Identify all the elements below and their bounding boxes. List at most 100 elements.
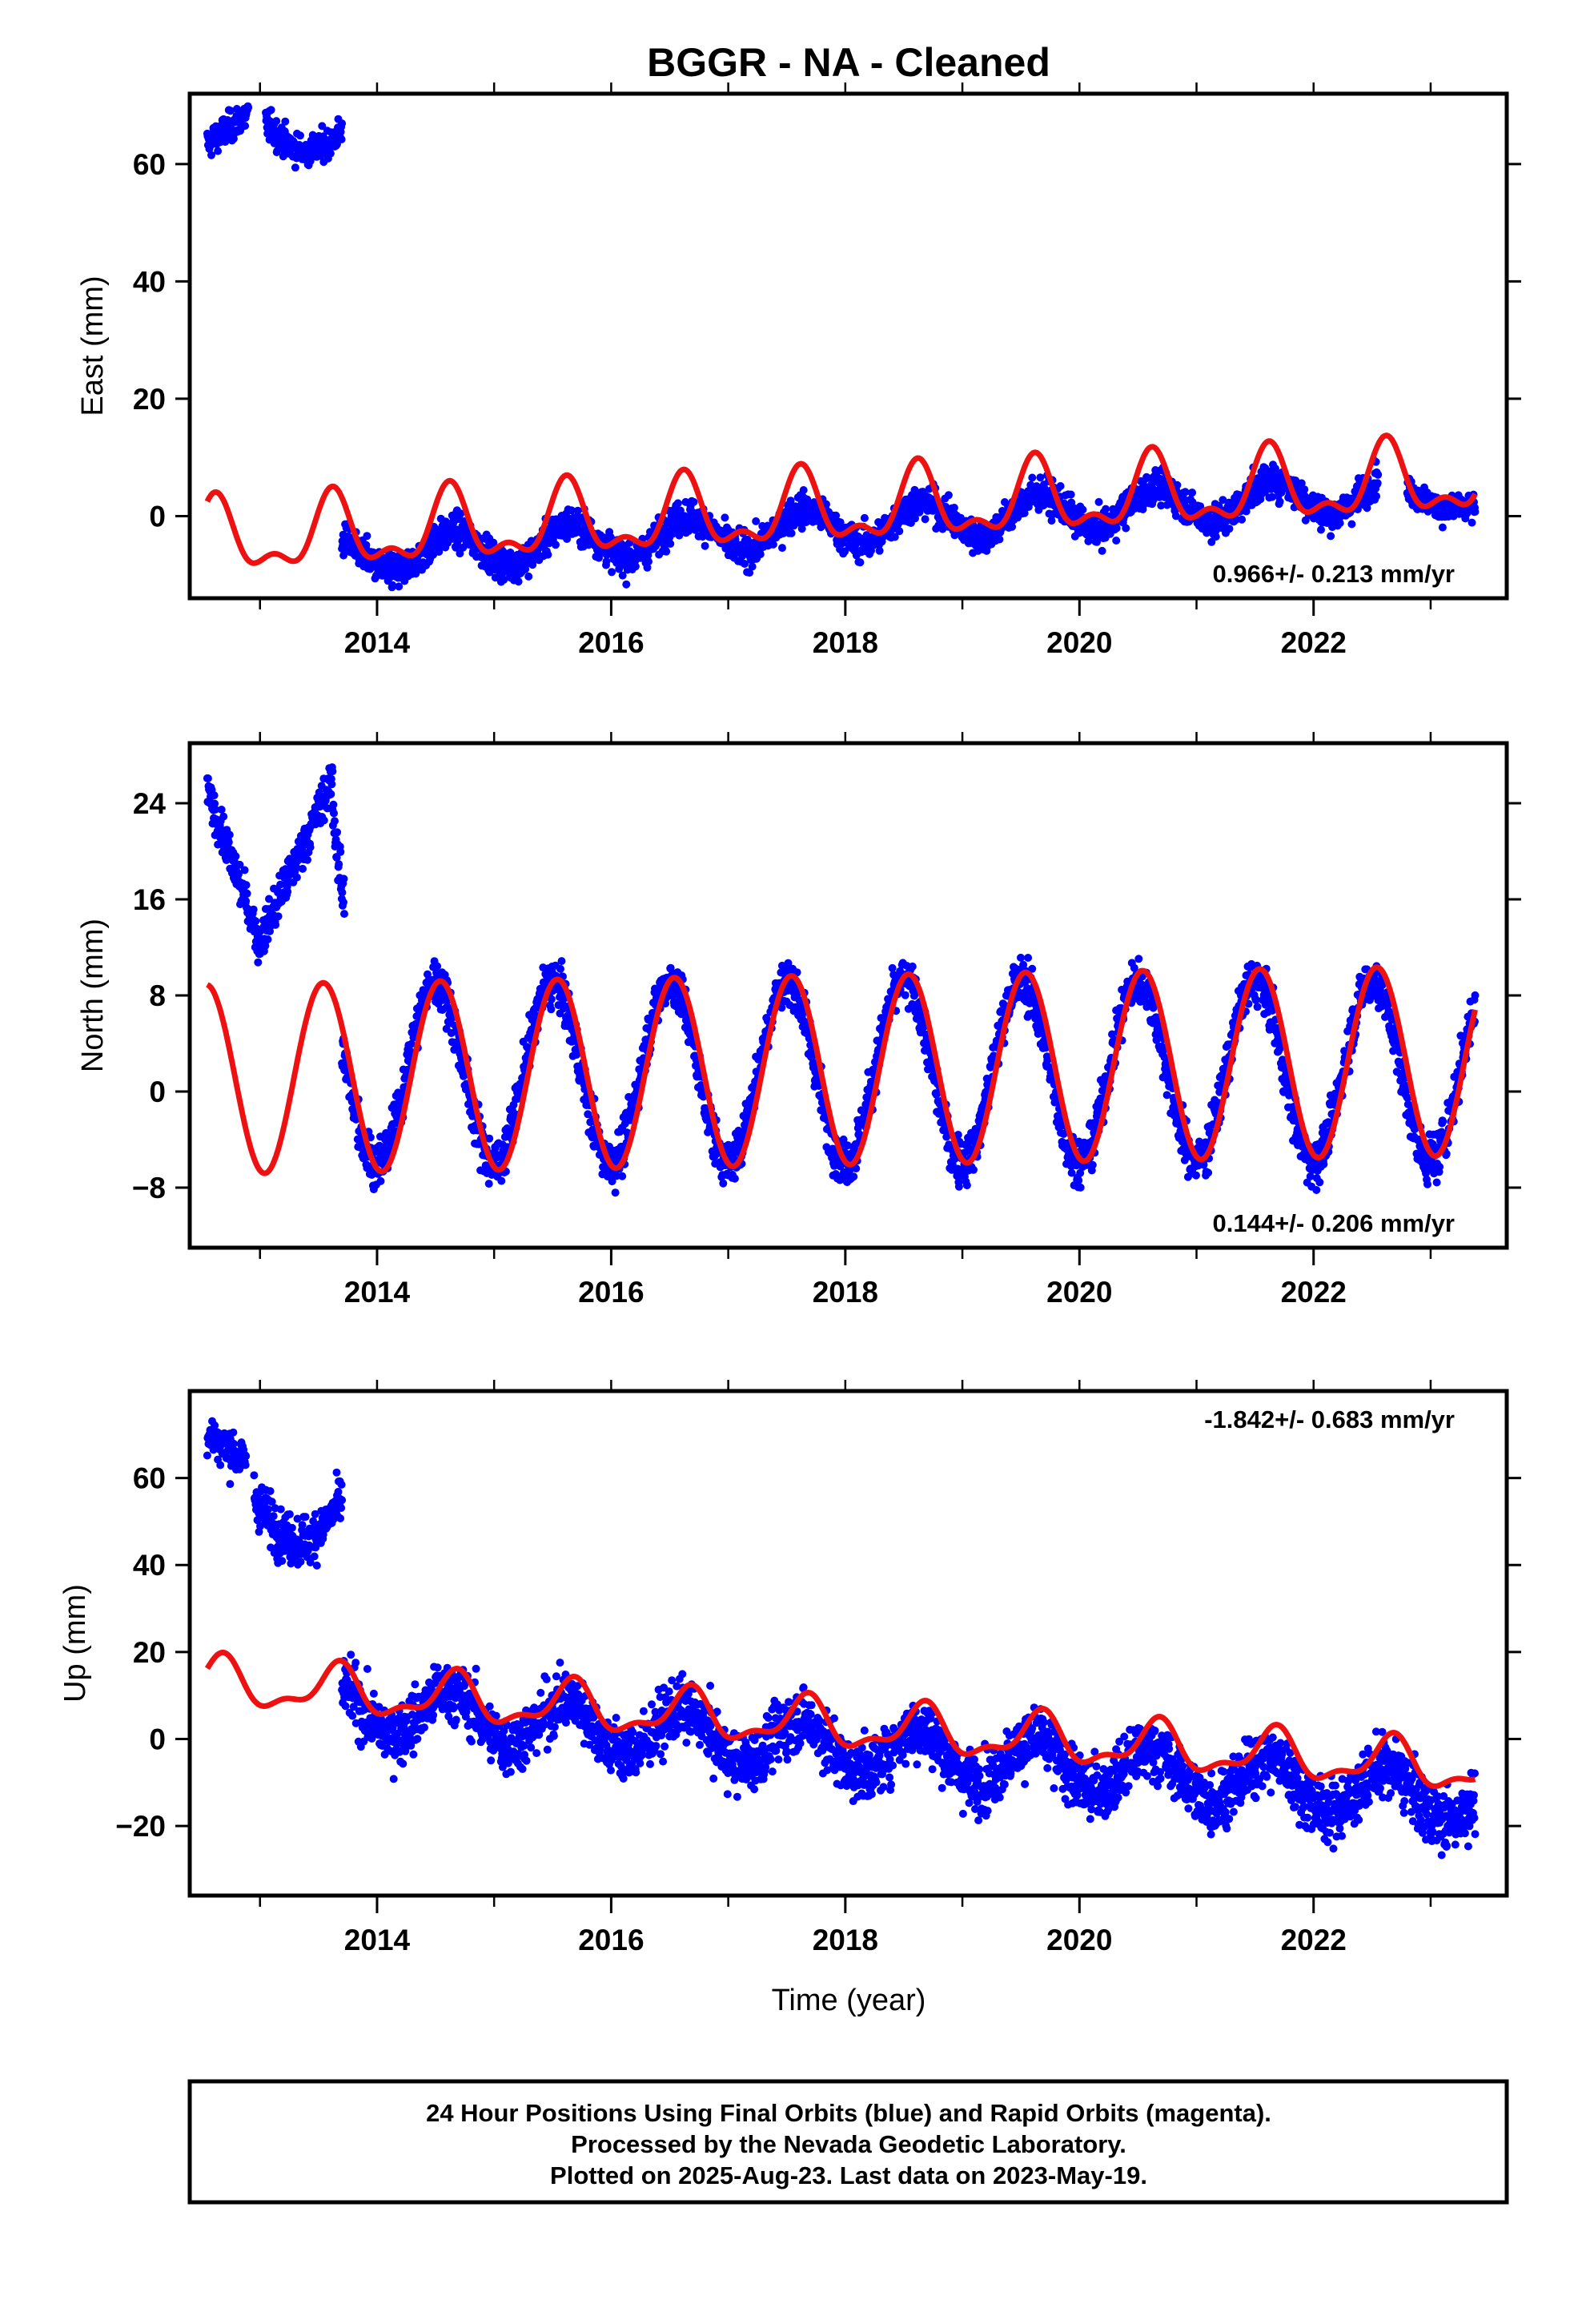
east-observation-point xyxy=(745,569,754,577)
north-observation-point xyxy=(808,1051,817,1060)
north-observation-point xyxy=(243,889,251,898)
east-observation-point xyxy=(1238,515,1247,524)
east-x-tick-label: 2016 xyxy=(578,626,644,659)
east-observation-point xyxy=(362,541,371,549)
north-observation-point xyxy=(217,806,226,814)
east-observation-point xyxy=(832,511,841,520)
east-observation-point xyxy=(769,540,777,549)
east-observation-point xyxy=(666,540,675,548)
north-observation-point xyxy=(340,910,348,919)
north-observation-point xyxy=(292,873,301,882)
east-y-tick-label: 40 xyxy=(133,265,166,298)
east-observation-point xyxy=(1122,524,1130,533)
east-observation-point xyxy=(338,119,347,128)
east-x-tick-label: 2014 xyxy=(344,626,411,659)
north-observation-point xyxy=(283,887,292,896)
east-observation-point xyxy=(622,580,631,589)
north-observation-point xyxy=(266,927,274,935)
east-observation-point xyxy=(701,541,709,550)
east-observation-point xyxy=(1468,518,1476,527)
east-x-tick-label: 2022 xyxy=(1281,626,1347,659)
east-rate-label: 0.966+/- 0.213 mm/yr xyxy=(1213,560,1455,588)
north-observation-point xyxy=(261,942,270,950)
north-observation-point xyxy=(303,855,311,864)
east-observation-point xyxy=(1028,473,1037,482)
east-observation-point xyxy=(1327,532,1335,541)
east-observation-point xyxy=(1112,537,1121,545)
north-observation-point xyxy=(203,774,212,782)
east-y-tick-label: 60 xyxy=(133,148,166,181)
east-observation-point xyxy=(1207,537,1216,546)
east-observation-point xyxy=(1317,525,1325,534)
east-observation-point xyxy=(1271,464,1279,473)
east-observation-point xyxy=(602,557,611,566)
east-observation-point xyxy=(1066,490,1075,499)
north-observation-point xyxy=(263,935,272,943)
east-observation-point xyxy=(778,544,786,553)
east-observation-point xyxy=(395,582,404,591)
east-observation-point xyxy=(1094,497,1103,506)
east-observation-point xyxy=(456,549,464,558)
east-observation-point xyxy=(911,514,919,523)
north-observation-point xyxy=(556,964,564,973)
north-observation-point xyxy=(240,866,249,875)
north-observation-point xyxy=(433,962,442,971)
north-observation-point xyxy=(376,1176,385,1185)
north-observation-point xyxy=(235,870,243,879)
north-observation-point xyxy=(547,995,556,1003)
east-observation-point xyxy=(241,122,250,131)
north-observation-point xyxy=(330,809,338,818)
east-observation-point xyxy=(500,575,508,584)
north-observation-point xyxy=(242,881,251,890)
east-observation-point xyxy=(875,546,884,555)
east-observation-point xyxy=(229,135,238,143)
north-observation-point xyxy=(251,917,260,926)
east-observation-point xyxy=(1008,522,1017,531)
east-observation-point xyxy=(1093,537,1101,546)
east-observation-point xyxy=(995,535,1004,544)
north-observation-point xyxy=(950,1155,959,1164)
east-observation-point xyxy=(756,550,765,559)
east-observation-point xyxy=(363,532,371,541)
east-observation-point xyxy=(388,581,397,589)
north-observation-point xyxy=(211,805,220,814)
east-observation-point xyxy=(1020,509,1029,517)
east-observation-point xyxy=(631,562,640,571)
east-observation-point xyxy=(787,529,796,537)
east-observation-point xyxy=(643,563,652,572)
east-observation-point xyxy=(489,538,498,547)
north-observation-point xyxy=(970,1165,978,1174)
east-observation-point xyxy=(1098,546,1106,555)
east-observation-point xyxy=(281,117,290,126)
north-observation-point xyxy=(306,843,315,851)
east-observation-point xyxy=(326,149,335,158)
north-observation-point xyxy=(315,788,323,797)
east-observation-point xyxy=(524,572,533,581)
north-observation-point xyxy=(224,838,233,846)
north-observation-point xyxy=(584,1110,592,1119)
east-observation-point xyxy=(608,568,616,577)
east-observation-point xyxy=(644,557,652,566)
east-observation-point xyxy=(1102,505,1110,513)
east-observation-point xyxy=(595,553,603,562)
north-observation-point xyxy=(547,1005,556,1014)
north-observation-point xyxy=(328,767,337,776)
north-observation-point xyxy=(210,791,219,800)
north-observation-point xyxy=(242,897,251,906)
east-observation-point xyxy=(921,515,930,524)
north-observation-point xyxy=(219,812,228,821)
east-observation-point xyxy=(1047,517,1056,525)
north-observation-point xyxy=(331,817,339,826)
east-observation-point xyxy=(506,549,515,557)
east-observation-point xyxy=(1297,479,1306,488)
east-observation-point xyxy=(741,560,749,568)
east-observation-point xyxy=(860,513,869,522)
north-observation-point xyxy=(338,888,347,897)
north-observation-point xyxy=(845,1166,854,1175)
east-x-tick-label: 2018 xyxy=(813,626,878,659)
east-observation-point xyxy=(1157,501,1166,510)
north-observation-point xyxy=(271,920,280,929)
east-observation-point xyxy=(435,548,444,556)
